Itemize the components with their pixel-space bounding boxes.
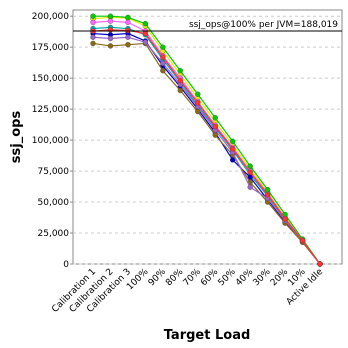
data-point [177,77,183,84]
x-tick-label: 70% [182,267,204,289]
data-point [230,138,236,144]
data-point [107,27,114,33]
y-tick-label: 175,000 [32,43,69,53]
data-point [125,42,131,48]
series-line [92,42,321,265]
x-tick-label: 20% [269,267,291,289]
plot-area [72,9,343,265]
series-line [92,16,321,265]
data-point [107,35,114,42]
y-tick-label: 150,000 [32,74,69,84]
data-point [177,87,183,94]
data-point [177,68,183,74]
data-point [142,20,149,27]
y-axis-label: ssj_ops [9,111,24,164]
y-tick-label: 0 [63,260,69,270]
data-point [125,19,131,26]
data-point [107,18,114,24]
data-point [125,27,131,34]
data-point [90,40,96,47]
data-point [160,44,166,50]
data-point [90,19,96,26]
data-point [142,30,149,37]
data-point [160,60,166,66]
data-point [125,34,131,40]
y-tick-label: 100,000 [32,136,69,146]
y-tick-label: 200,000 [32,12,69,22]
data-point [247,184,253,190]
data-point [125,14,131,21]
data-point [317,261,323,267]
y-tick-label: 125,000 [32,105,69,115]
y-tick-label: 75,000 [38,167,70,177]
data-point [247,163,253,169]
y-tick-label: 50,000 [38,198,70,208]
x-tick-label: 80% [164,267,186,289]
data-point [212,123,218,130]
x-tick-label: 30% [252,267,274,289]
data-point [107,13,114,19]
x-axis-label: Target Load [164,328,251,343]
data-point [212,115,218,121]
data-point [90,34,96,40]
y-tick-label: 25,000 [38,229,70,239]
data-point [195,100,201,106]
series-line [92,32,321,265]
data-point [230,146,236,152]
data-point [107,43,114,49]
data-point [160,68,166,74]
data-point [90,13,96,19]
x-tick-label: 60% [199,267,221,289]
annotation: ssj_ops@100% per JVM=188,019 [189,20,338,30]
data-point [282,216,288,222]
data-point [195,91,201,97]
x-tick-label: 90% [147,267,169,289]
x-tick-label: 40% [234,267,256,289]
data-point [264,191,271,198]
data-point [160,54,166,60]
data-point [299,237,306,244]
data-point [247,169,253,175]
x-tick-label: 50% [217,267,239,289]
series-line [93,15,321,265]
data-point [142,39,149,45]
series-line [92,36,321,265]
